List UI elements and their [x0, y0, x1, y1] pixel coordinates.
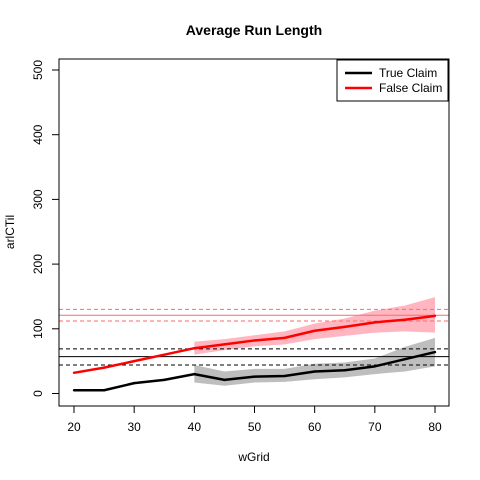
point-series-1: [102, 389, 106, 392]
y-tick-label: 400: [31, 124, 45, 144]
point-series-1: [223, 378, 226, 382]
point-series-2: [283, 336, 286, 340]
point-series-2: [72, 371, 76, 374]
point-series-2: [313, 329, 316, 332]
point-series-1: [132, 381, 136, 385]
x-tick-label: 40: [188, 420, 202, 434]
point-series-1: [313, 370, 316, 373]
point-series-2: [373, 321, 377, 324]
point-series-2: [102, 366, 106, 369]
y-tick-label: 0: [31, 390, 45, 397]
x-tick-label: 80: [428, 420, 442, 434]
point-series-1: [193, 372, 196, 376]
y-tick-label: 500: [31, 60, 45, 80]
legend-label: True Claim: [379, 66, 437, 80]
chart-title: Average Run Length: [186, 22, 322, 38]
series-lines: [72, 314, 437, 392]
point-series-2: [253, 339, 256, 342]
point-series-1: [253, 375, 256, 378]
point-series-1: [163, 378, 166, 382]
point-series-1: [373, 365, 377, 368]
legend-box: [336, 59, 449, 102]
point-series-1: [283, 374, 286, 378]
y-tick-label: 200: [31, 254, 45, 274]
point-series-1: [403, 358, 407, 361]
legend-label: False Claim: [379, 81, 442, 95]
point-series-2: [403, 318, 407, 321]
x-tick-label: 30: [127, 420, 141, 434]
point-series-1: [72, 389, 76, 392]
point-series-2: [433, 314, 437, 318]
point-series-2: [132, 359, 136, 363]
x-tick-label: 60: [308, 420, 322, 434]
point-series-2: [343, 325, 346, 329]
point-series-2: [223, 343, 226, 346]
x-tick-label: 70: [368, 420, 382, 434]
x-tick-label: 50: [248, 420, 262, 434]
y-axis: 0 100 200 300 400 500: [31, 60, 60, 397]
y-tick-label: 300: [31, 189, 45, 209]
x-tick-label: 20: [67, 420, 81, 434]
point-series-2: [163, 353, 166, 356]
point-series-1: [433, 350, 437, 354]
x-axis: 20 30 40 50 60 70 80: [67, 405, 442, 434]
x-axis-label: wGrid: [237, 450, 269, 464]
point-series-1: [343, 369, 346, 372]
y-axis-label: arlCTil: [3, 215, 17, 249]
band-series-1: [194, 337, 435, 386]
y-tick-label: 100: [31, 318, 45, 338]
point-series-2: [193, 347, 196, 350]
band-series-2: [194, 297, 435, 355]
